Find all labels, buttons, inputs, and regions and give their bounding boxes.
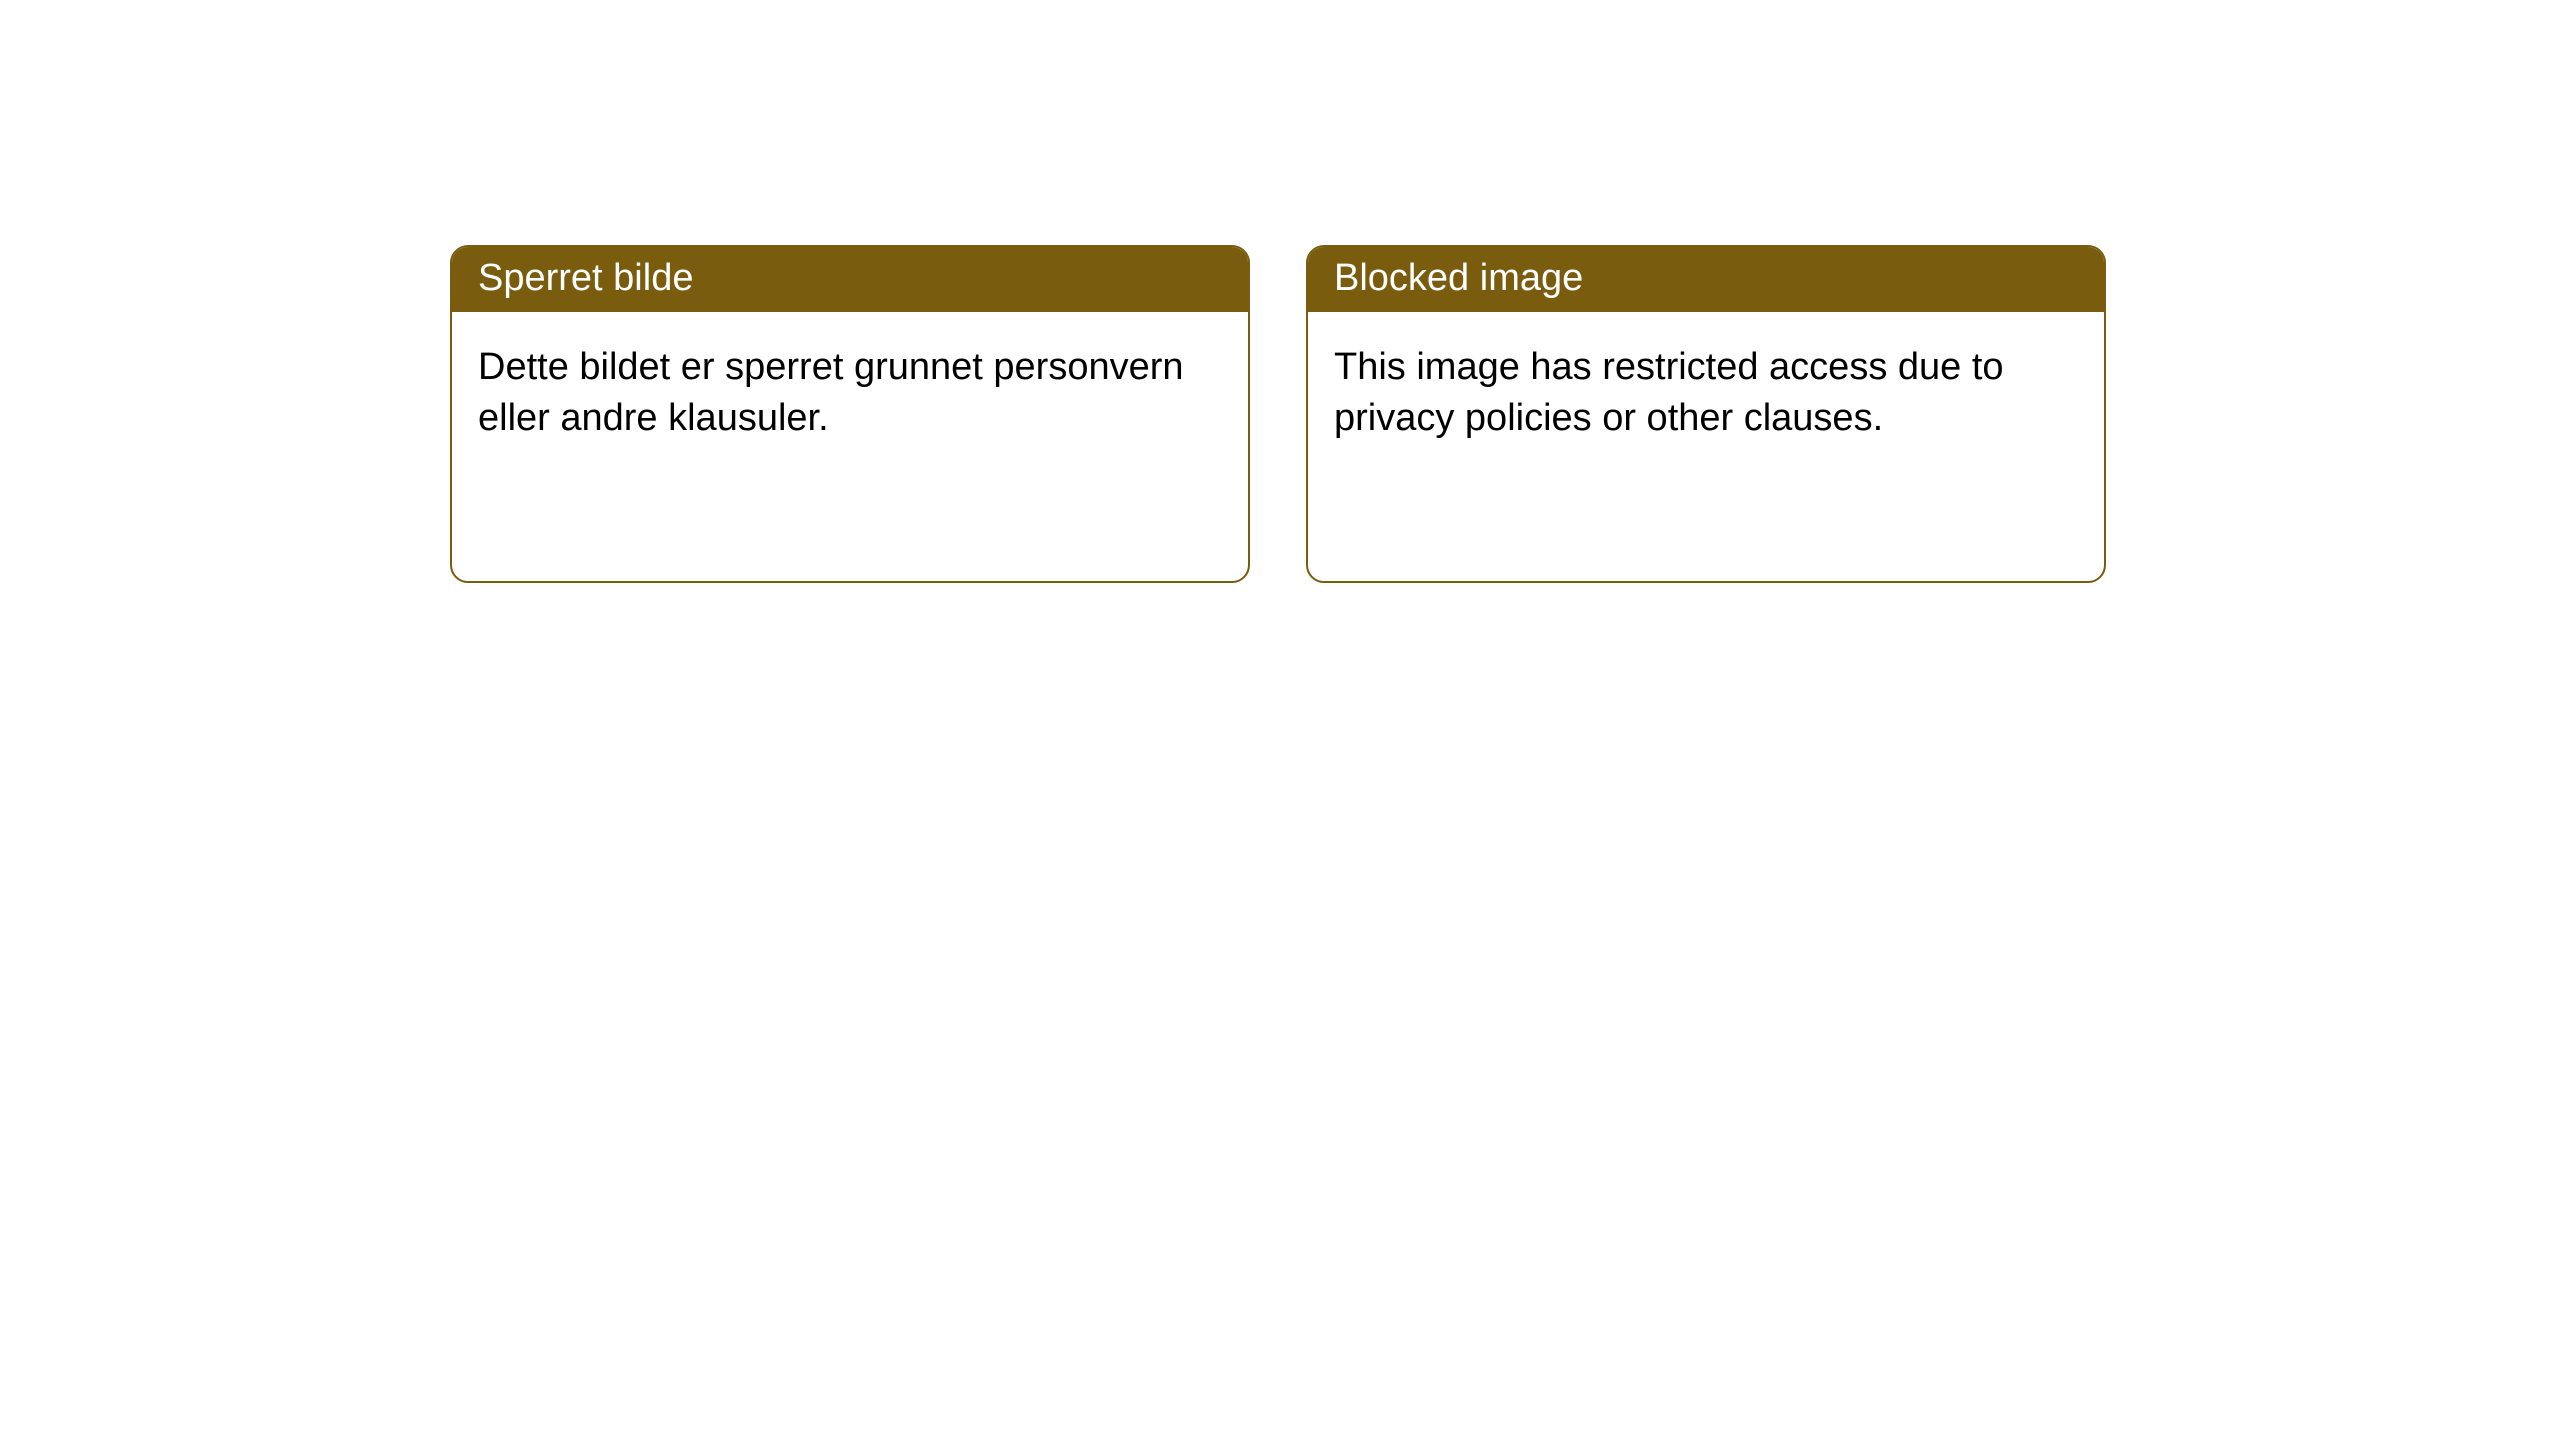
notice-card-norwegian: Sperret bilde Dette bildet er sperret gr… [450, 245, 1250, 583]
notice-card-english: Blocked image This image has restricted … [1306, 245, 2106, 583]
notice-container: Sperret bilde Dette bildet er sperret gr… [0, 0, 2560, 583]
notice-body: This image has restricted access due to … [1308, 312, 2104, 475]
notice-title: Sperret bilde [452, 247, 1248, 312]
notice-title: Blocked image [1308, 247, 2104, 312]
notice-body: Dette bildet er sperret grunnet personve… [452, 312, 1248, 475]
